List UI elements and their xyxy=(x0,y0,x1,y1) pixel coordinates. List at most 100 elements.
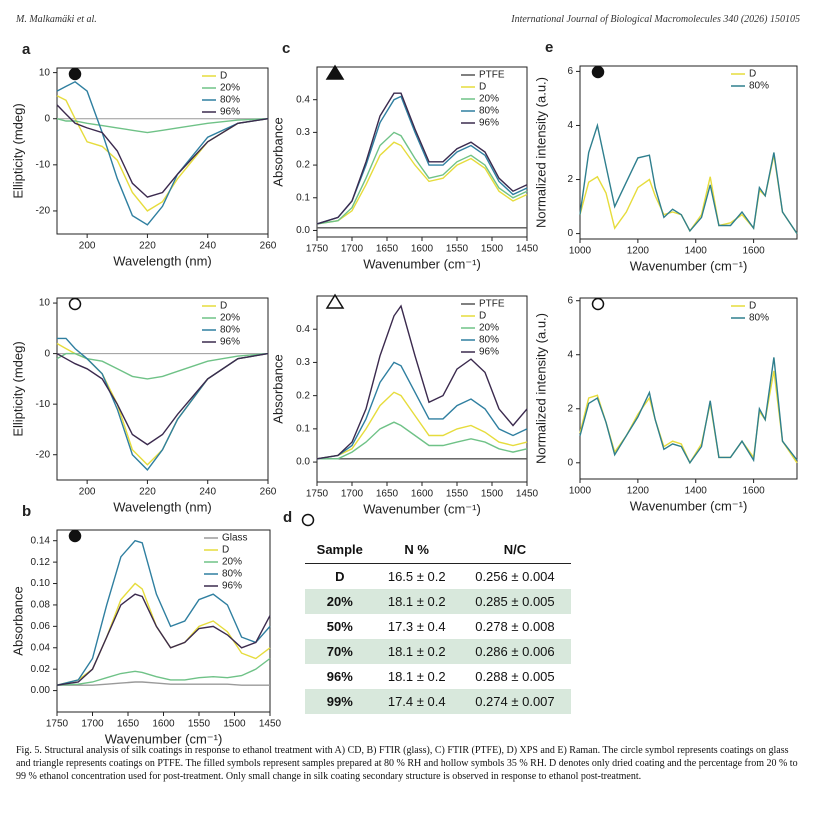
y-tick-label: 0 xyxy=(44,348,50,359)
series-line xyxy=(57,337,269,471)
x-tick-label: 260 xyxy=(260,241,277,252)
legend-label: 80% xyxy=(749,313,769,324)
series-line xyxy=(56,352,269,446)
x-tick-label: 1450 xyxy=(516,244,539,255)
y-tick-label: 0.1 xyxy=(296,192,310,203)
y-tick-label: 0.14 xyxy=(31,535,51,546)
table-cell: 0.278 ± 0.008 xyxy=(475,619,555,634)
y-tick-label: 0.00 xyxy=(31,685,51,696)
plot-frame xyxy=(56,67,269,235)
table-cell: D xyxy=(335,569,345,584)
table-cell: 0.288 ± 0.005 xyxy=(475,669,555,684)
y-tick-label: 6 xyxy=(567,66,573,77)
series-line xyxy=(579,122,798,234)
x-tick-label: 1750 xyxy=(46,719,69,730)
panel-label: d xyxy=(283,509,292,526)
y-tick-label: 4 xyxy=(567,349,573,360)
x-tick-label: 1200 xyxy=(627,246,650,257)
x-axis-label: Wavenumber (cm⁻¹) xyxy=(630,258,748,273)
running-header-left: M. Malkamäki et al. xyxy=(16,14,97,25)
y-tick-label: 6 xyxy=(567,295,573,306)
x-tick-label: 240 xyxy=(199,241,216,252)
table-cell: 17.4 ± 0.4 xyxy=(374,689,459,714)
sample-symbol xyxy=(68,529,82,543)
legend-label: 20% xyxy=(479,323,499,334)
sample-symbol xyxy=(591,297,605,311)
y-axis-label: Normalized intensity (a.u.) xyxy=(533,313,548,464)
series-line xyxy=(56,582,271,686)
series-line xyxy=(56,104,269,198)
y-tick-label: 0.02 xyxy=(31,664,51,675)
y-axis-label: Ellipticity (mdeg) xyxy=(10,341,25,436)
x-tick-label: 1450 xyxy=(516,489,539,500)
y-tick-label: 0.4 xyxy=(296,324,310,335)
x-tick-label: 1400 xyxy=(685,486,708,497)
legend-label: 80% xyxy=(220,95,240,106)
sample-symbol xyxy=(68,297,82,311)
x-tick-label: 1600 xyxy=(411,244,434,255)
x-tick-label: 1200 xyxy=(627,486,650,497)
series-line xyxy=(316,141,528,225)
series-line xyxy=(56,342,269,466)
x-tick-label: 240 xyxy=(199,487,216,498)
legend-label: 20% xyxy=(220,313,240,324)
sample-symbol xyxy=(591,65,605,79)
legend-label: 96% xyxy=(220,337,240,348)
series-line xyxy=(579,357,798,465)
y-tick-label: -10 xyxy=(36,159,51,170)
table-row: 20% 18.1 ± 0.2 0.285 ± 0.005 xyxy=(305,589,571,614)
series-line xyxy=(316,92,528,225)
running-header-right: International Journal of Biological Macr… xyxy=(511,14,800,25)
y-tick-label: 0.2 xyxy=(296,390,310,401)
x-tick-label: 260 xyxy=(260,487,277,498)
y-tick-label: 0.2 xyxy=(296,160,310,171)
x-tick-label: 1550 xyxy=(188,719,211,730)
y-tick-label: 0 xyxy=(567,457,573,468)
sample-symbol xyxy=(301,513,315,527)
plot-frame xyxy=(579,297,798,480)
table-cell: 18.1 ± 0.2 xyxy=(374,589,459,614)
legend-label: D xyxy=(220,71,227,82)
column-header: N % xyxy=(374,538,459,564)
x-tick-label: 1700 xyxy=(81,719,104,730)
plot-frame xyxy=(579,65,798,240)
table-cell: 0.256 ± 0.004 xyxy=(475,569,555,584)
legend-label: D xyxy=(749,301,756,312)
x-tick-label: 200 xyxy=(79,241,96,252)
x-tick-label: 1650 xyxy=(376,489,399,500)
y-axis-label: Absorbance xyxy=(270,117,285,186)
series-line xyxy=(56,657,271,686)
y-tick-label: 4 xyxy=(567,120,573,131)
x-tick-label: 1700 xyxy=(341,489,364,500)
y-axis-label: Ellipticity (mdeg) xyxy=(10,103,25,198)
y-axis-label: Absorbance xyxy=(270,354,285,423)
y-tick-label: 2 xyxy=(567,174,573,185)
x-tick-label: 1750 xyxy=(306,489,329,500)
series-line xyxy=(56,80,269,226)
table-cell: 16.5 ± 0.2 xyxy=(387,569,446,584)
x-axis-label: Wavenumber (cm⁻¹) xyxy=(363,501,481,516)
panel-label: a xyxy=(22,41,31,58)
x-tick-label: 220 xyxy=(139,241,156,252)
table-row: D 16.5 ± 0.2 0.256 ± 0.004 xyxy=(305,564,571,590)
series-line xyxy=(316,391,528,460)
series-line xyxy=(56,593,271,686)
x-tick-label: 1500 xyxy=(481,244,504,255)
x-tick-label: 1450 xyxy=(259,719,282,730)
x-axis-label: Wavenumber (cm⁻¹) xyxy=(105,731,223,746)
table-row: 70% 18.1 ± 0.2 0.286 ± 0.006 xyxy=(305,639,571,664)
y-tick-label: 0 xyxy=(44,113,50,124)
legend-label: 20% xyxy=(220,83,240,94)
plot-frame xyxy=(56,297,269,481)
sample-symbol xyxy=(325,293,345,309)
series-line xyxy=(56,118,269,134)
x-tick-label: 1650 xyxy=(376,244,399,255)
x-axis-label: Wavelength (nm) xyxy=(113,253,212,268)
x-tick-label: 1700 xyxy=(341,244,364,255)
legend-label: D xyxy=(220,301,227,312)
y-tick-label: -10 xyxy=(36,399,51,410)
legend-label: 96% xyxy=(222,581,242,592)
x-tick-label: 1000 xyxy=(569,486,592,497)
legend-label: Glass xyxy=(222,533,248,544)
x-axis-label: Wavelength (nm) xyxy=(113,499,212,514)
